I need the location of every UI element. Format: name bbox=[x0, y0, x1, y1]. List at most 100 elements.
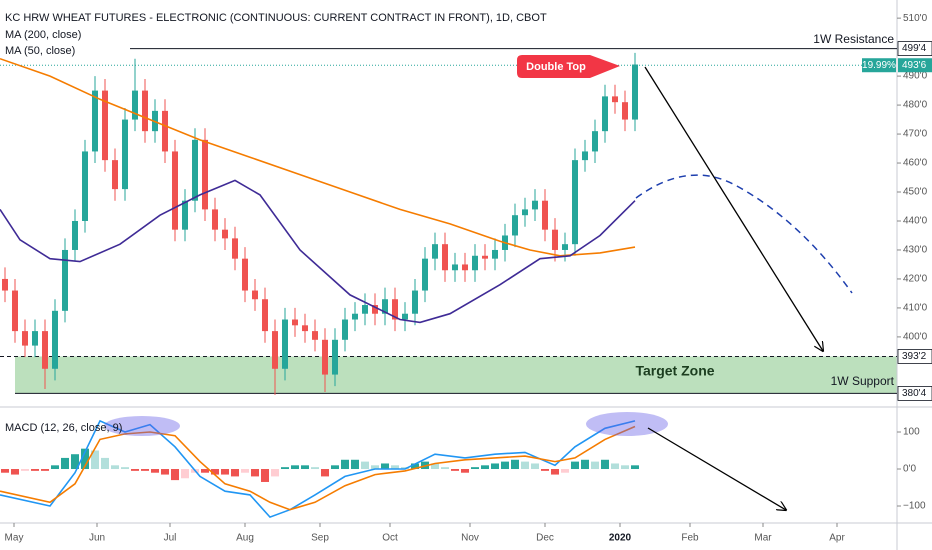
macd-histogram-bar bbox=[201, 469, 209, 473]
macd-histogram-bar bbox=[271, 469, 279, 477]
level-box bbox=[897, 41, 932, 56]
macd-histogram-bar bbox=[11, 469, 19, 475]
candle-body bbox=[52, 310, 58, 369]
candle-body bbox=[472, 255, 478, 271]
candle-body bbox=[222, 229, 228, 239]
candle-body bbox=[142, 90, 148, 132]
macd-histogram-bar bbox=[311, 467, 319, 470]
candle-body bbox=[252, 290, 258, 300]
double-top-label: Double Top bbox=[526, 61, 586, 73]
macd-histogram-bar bbox=[341, 459, 349, 470]
macd-histogram-bar bbox=[321, 469, 329, 477]
macd-histogram-bar bbox=[611, 463, 619, 470]
candle-body bbox=[532, 200, 538, 210]
level-box bbox=[898, 58, 932, 73]
candle-body bbox=[12, 290, 18, 332]
candle-body bbox=[442, 244, 448, 271]
macd-histogram-bar bbox=[131, 469, 139, 471]
macd-histogram-bar bbox=[281, 467, 289, 470]
candle-body bbox=[602, 96, 608, 132]
macd-legend: MACD (12, 26, close, 9) bbox=[5, 422, 122, 434]
x-tick-label: Aug bbox=[236, 533, 254, 544]
candle-body bbox=[262, 299, 268, 332]
macd-histogram-bar bbox=[181, 469, 189, 479]
macd-highlight bbox=[104, 416, 180, 436]
macd-histogram-bar bbox=[501, 461, 509, 470]
macd-histogram-bar bbox=[541, 469, 549, 471]
macd-histogram-bar bbox=[481, 465, 489, 470]
macd-histogram-bar bbox=[301, 465, 309, 470]
macd-histogram-bar bbox=[451, 469, 459, 471]
candle-body bbox=[162, 110, 168, 152]
candle-body bbox=[412, 290, 418, 314]
candle-body bbox=[22, 331, 28, 346]
macd-histogram-bar bbox=[561, 469, 569, 473]
macd-histogram-bar bbox=[371, 465, 379, 470]
macd-histogram-bar bbox=[601, 459, 609, 470]
macd-y-tick-label: 100 bbox=[903, 427, 920, 438]
candle-body bbox=[82, 151, 88, 221]
candle-body bbox=[632, 64, 638, 120]
level-box bbox=[897, 349, 932, 364]
candle-body bbox=[522, 209, 528, 216]
candle-body bbox=[72, 220, 78, 250]
change-label: 19.99% bbox=[862, 60, 896, 71]
y-tick-label: 400'0 bbox=[903, 332, 928, 343]
x-tick-label: Mar bbox=[754, 533, 772, 544]
candle-body bbox=[432, 244, 438, 259]
macd-histogram-bar bbox=[621, 465, 629, 470]
macd-histogram-bar bbox=[411, 463, 419, 470]
candle-body bbox=[102, 90, 108, 161]
macd-histogram-bar bbox=[211, 469, 219, 475]
candle-body bbox=[542, 200, 548, 230]
macd-histogram-bar bbox=[231, 469, 239, 477]
candle-body bbox=[302, 325, 308, 332]
candle-body bbox=[242, 258, 248, 291]
macd-histogram-bar bbox=[21, 469, 29, 471]
candle-body bbox=[512, 215, 518, 236]
candle-body bbox=[342, 319, 348, 340]
macd-histogram-bar bbox=[51, 465, 59, 470]
candle-body bbox=[42, 331, 48, 369]
macd-histogram-bar bbox=[261, 469, 269, 482]
candle-body bbox=[362, 305, 368, 314]
x-tick-label: Jun bbox=[89, 533, 105, 544]
macd-histogram-bar bbox=[31, 469, 39, 471]
y-tick-label: 460'0 bbox=[903, 158, 928, 169]
y-tick-label: 480'0 bbox=[903, 100, 928, 111]
macd-histogram-bar bbox=[41, 469, 49, 471]
y-tick-label: 450'0 bbox=[903, 187, 928, 198]
macd-histogram-bar bbox=[491, 463, 499, 470]
candle-body bbox=[552, 229, 558, 250]
candle-body bbox=[192, 139, 198, 201]
candle-body bbox=[122, 119, 128, 190]
macd-histogram-bar bbox=[61, 457, 69, 470]
candle-body bbox=[92, 90, 98, 152]
x-tick-label: Dec bbox=[536, 533, 554, 544]
candle-body bbox=[382, 299, 388, 314]
ma-line bbox=[0, 57, 636, 257]
macd-y-tick-label: 0'0 bbox=[903, 464, 916, 475]
candle-body bbox=[622, 102, 628, 120]
projection-arc bbox=[635, 174, 853, 294]
candle-body bbox=[172, 151, 178, 230]
change-box bbox=[862, 58, 896, 73]
level-label: 393'2 bbox=[902, 351, 927, 362]
candle-body bbox=[32, 331, 38, 346]
down-arrow bbox=[644, 66, 823, 351]
macd-line bbox=[0, 425, 636, 511]
candle-body bbox=[332, 339, 338, 375]
y-tick-label: 430'0 bbox=[903, 245, 928, 256]
callout bbox=[517, 55, 620, 78]
macd-histogram-bar bbox=[221, 469, 229, 475]
candle-body bbox=[492, 249, 498, 259]
candle-body bbox=[62, 249, 68, 311]
level-label: 499'4 bbox=[902, 43, 927, 54]
candle-body bbox=[462, 264, 468, 271]
candle-body bbox=[572, 160, 578, 245]
x-tick-label: Jul bbox=[164, 533, 177, 544]
x-tick-label: Oct bbox=[382, 533, 398, 544]
candle-body bbox=[562, 244, 568, 250]
